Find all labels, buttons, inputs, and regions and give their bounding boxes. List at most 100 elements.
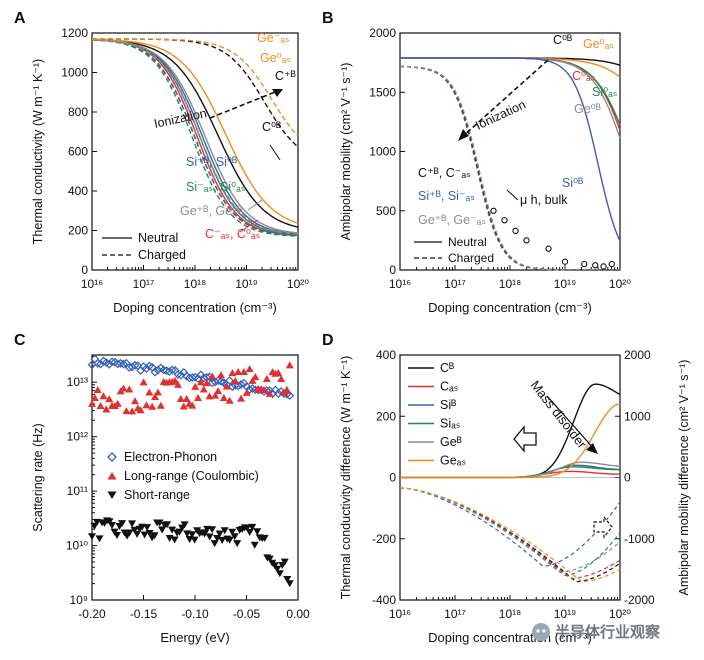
long-range-point bbox=[148, 402, 157, 410]
x-tick-label: 0.00 bbox=[286, 607, 310, 621]
y-tick-label: 400 bbox=[376, 348, 396, 362]
electron-phonon-point bbox=[119, 359, 128, 369]
ionization-arrowhead bbox=[458, 129, 469, 141]
long-range-point bbox=[282, 385, 291, 393]
y-axis-label: Ambipolar mobility (cm² V⁻¹ s⁻¹) bbox=[339, 63, 353, 241]
x-tick-label: 10²⁰ bbox=[609, 277, 631, 291]
short-range-point bbox=[243, 524, 252, 532]
short-range-point bbox=[108, 521, 117, 529]
x-axis-label: Doping concentration (cm⁻³) bbox=[428, 300, 592, 315]
long-range-point bbox=[151, 392, 160, 400]
left-axis-hollow-arrow bbox=[513, 425, 537, 453]
electron-phonon-point bbox=[130, 360, 140, 370]
y-tick-label: 500 bbox=[376, 204, 396, 218]
y-tick-label: 0 bbox=[389, 471, 396, 485]
x-tick-label: 10¹⁹ bbox=[554, 607, 576, 621]
long-range-point bbox=[245, 365, 254, 373]
bulk-mobility-point bbox=[561, 258, 569, 265]
electron-phonon-point bbox=[159, 365, 169, 375]
long-range-point bbox=[242, 388, 251, 396]
bulk-mobility-point bbox=[523, 237, 530, 244]
x-tick-label: 10¹⁹ bbox=[554, 277, 576, 291]
annotation-a: C⁻ₐₛ, C⁰ₐₛ bbox=[205, 227, 260, 241]
line-series-b-charged bbox=[400, 65, 620, 271]
long-range-point bbox=[90, 393, 99, 401]
panel-b: B 10¹⁶ 10¹⁷ 10¹⁸ 10¹⁹ 10²⁰ 0 500 1000 1500 2000 Dop… bbox=[322, 10, 631, 315]
annotation-pointer bbox=[239, 219, 259, 233]
long-range-point bbox=[225, 396, 234, 404]
short-range-point bbox=[200, 530, 209, 538]
dashed-series-d-2 bbox=[399, 487, 621, 567]
y-tick-label: 0 bbox=[81, 263, 88, 277]
long-range-point bbox=[202, 379, 211, 387]
annotation-b: Si⁺ᴮ, Si⁻ₐₛ bbox=[418, 189, 475, 203]
long-range-point bbox=[248, 376, 257, 384]
long-range-point bbox=[93, 386, 102, 394]
short-range-point bbox=[205, 533, 214, 541]
annotation-a: Si⁻ₐₛ, Si⁰ₐₛ bbox=[186, 180, 245, 194]
short-range-point bbox=[125, 529, 134, 537]
short-range-point bbox=[260, 534, 269, 542]
short-range-point bbox=[158, 526, 167, 534]
dashed-series-d-4 bbox=[399, 487, 621, 574]
bulk-mobility-point bbox=[501, 217, 508, 224]
long-range-point bbox=[214, 387, 223, 395]
short-range-point bbox=[280, 558, 289, 566]
annotation-a: Si⁺ᴮ, Si⁰ᴮ bbox=[186, 155, 237, 169]
bulk-mobility-point bbox=[581, 260, 588, 268]
x-tick-label: 10¹⁸ bbox=[499, 277, 521, 291]
long-range-point bbox=[262, 374, 271, 382]
short-range-point bbox=[163, 521, 172, 529]
ionization-arrow bbox=[461, 59, 549, 138]
legend-label: Electron-Phonon bbox=[124, 450, 217, 464]
ionization-arrow bbox=[209, 89, 281, 119]
short-range-point bbox=[88, 533, 96, 541]
y-tick-label: 10¹⁰ bbox=[66, 539, 88, 553]
bulk-mobility-point bbox=[490, 207, 497, 214]
y2-axis-label: Ambipolar mobility difference (cm² V⁻¹ s… bbox=[677, 360, 691, 596]
short-range-point bbox=[228, 528, 237, 536]
bulk-mobility-point bbox=[545, 245, 552, 252]
electron-phonon-point bbox=[150, 367, 160, 377]
legend-marker bbox=[107, 452, 117, 462]
x-axis-label: Doping concentration (cm⁻³) bbox=[428, 630, 592, 645]
x-tick-label: 10¹⁹ bbox=[235, 277, 257, 291]
x-tick-label: 10¹⁸ bbox=[184, 277, 206, 291]
x-tick-label: 10¹⁷ bbox=[444, 277, 466, 291]
line-series-b-5 bbox=[400, 57, 621, 242]
short-range-point bbox=[245, 529, 254, 537]
mass-disorder-arrow bbox=[546, 395, 596, 451]
short-range-point bbox=[95, 535, 104, 543]
line-series-a-9 bbox=[91, 39, 299, 237]
wechat-icon-eye bbox=[542, 629, 546, 633]
long-range-point bbox=[113, 399, 122, 407]
short-range-point bbox=[128, 520, 137, 528]
long-range-point bbox=[274, 368, 283, 376]
short-range-point bbox=[248, 523, 257, 531]
x-axis-label: Doping concentration (cm⁻³) bbox=[113, 300, 277, 315]
x-tick-label: -0.20 bbox=[78, 607, 106, 621]
long-range-point bbox=[239, 367, 248, 375]
line-series-a-11 bbox=[92, 38, 299, 137]
long-range-point bbox=[231, 376, 240, 384]
long-range-point bbox=[179, 402, 188, 410]
y-tick-label: 200 bbox=[376, 409, 396, 423]
long-range-point bbox=[171, 376, 180, 384]
y2-tick-label: -2000 bbox=[624, 593, 655, 607]
long-range-point bbox=[119, 384, 128, 392]
wechat-icon-eye bbox=[536, 629, 540, 633]
legend-label: Neutral bbox=[448, 235, 487, 249]
y-tick-label: 400 bbox=[68, 184, 88, 198]
annotation-pointer bbox=[506, 189, 519, 201]
short-range-point bbox=[133, 530, 142, 538]
y-tick-label: 10¹³ bbox=[67, 375, 88, 389]
y-tick-label: -400 bbox=[372, 593, 396, 607]
electron-phonon-point bbox=[233, 381, 243, 391]
panel-c: C -0.20 -0.15 -0.10 -0.05 0.00 10⁹ 10¹⁰ 10¹¹ 10¹²… bbox=[14, 332, 310, 645]
long-range-point bbox=[153, 388, 162, 396]
legend-label: Short-range bbox=[124, 488, 190, 502]
y-axis-label: Thermal conductivity (W m⁻¹ K⁻¹) bbox=[31, 59, 45, 244]
long-range-point bbox=[156, 401, 165, 409]
short-range-point bbox=[273, 565, 282, 573]
